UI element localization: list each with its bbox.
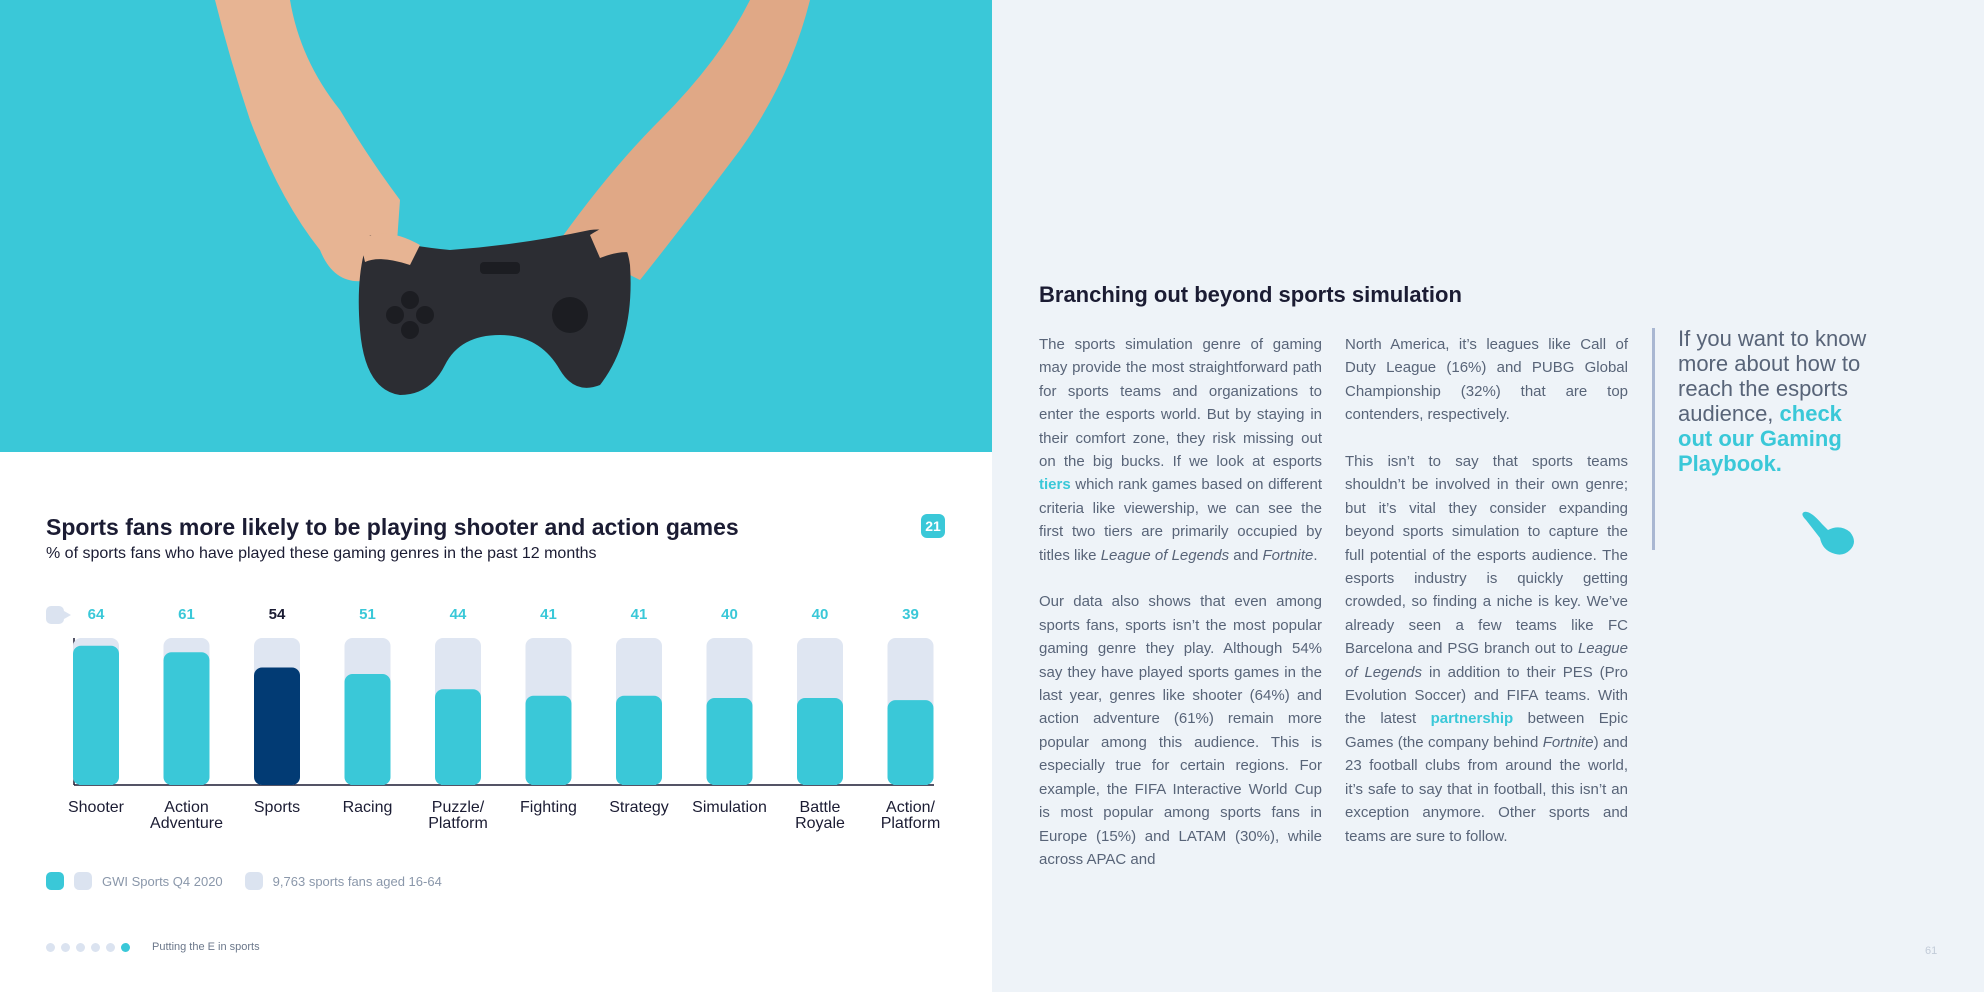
callout-divider (1652, 328, 1655, 550)
footer-section-title: Putting the E in sports (152, 941, 260, 953)
category-label: Simulation (692, 799, 767, 816)
legend-base: 9,763 sports fans aged 16-64 (272, 873, 442, 889)
data-label: 40 (812, 606, 829, 623)
tiers-link[interactable]: tiers (1039, 476, 1071, 494)
text: in addition to their PES (Pro Evolution … (1345, 663, 1629, 728)
data-label: 39 (902, 606, 919, 623)
page-number: 61 (1925, 945, 1938, 957)
callout-text: If you want to know more about how to re… (1678, 326, 1867, 426)
category-label: Platform (881, 815, 941, 832)
article-column-1: The sports simulation genre of gaming ma… (1039, 333, 1322, 895)
italic-title: League of Legends (1345, 640, 1628, 681)
data-label: 40 (721, 606, 738, 623)
pointing-hand-icon (1802, 511, 1854, 555)
footer: Putting the E in sports (46, 941, 260, 953)
paragraph: The sports simulation genre of gaming ma… (1039, 333, 1322, 567)
right-page (992, 0, 1984, 992)
category-label: Shooter (68, 799, 125, 816)
bar (163, 652, 210, 785)
bar (525, 695, 572, 785)
bar (73, 645, 119, 785)
legend-people-icon (244, 872, 263, 890)
italic-title: League of Legends (1100, 546, 1230, 564)
percent-tag-icon (46, 606, 71, 624)
text: . (1313, 546, 1318, 564)
text: This isn’t to say that sports teams shou… (1345, 453, 1628, 658)
category-label: Action (164, 799, 208, 816)
category-label: Sports (254, 799, 300, 816)
hands-controller-illustration (215, 0, 810, 395)
progress-dot (76, 942, 85, 952)
text: The sports simulation genre of gaming ma… (1039, 336, 1322, 471)
paragraph: This isn’t to say that sports teams shou… (1345, 450, 1628, 848)
data-label: 44 (450, 606, 467, 623)
text: between Epic Games (the company behind (1345, 710, 1628, 751)
text: which rank games based on different crit… (1039, 476, 1322, 564)
bar (616, 695, 662, 785)
chart-legend: GWI Sports Q4 2020 9,763 sports fans age… (46, 872, 442, 890)
progress-dot (91, 942, 100, 952)
category-label: Fighting (520, 799, 577, 816)
progress-dot (46, 942, 55, 952)
category-label: Battle (800, 799, 841, 816)
progress-dot-active (121, 942, 130, 952)
data-label: 41 (631, 606, 648, 623)
bar (706, 697, 753, 785)
legend-source: GWI Sports Q4 2020 (102, 873, 223, 889)
category-label: Strategy (609, 799, 669, 816)
progress-dot (106, 942, 115, 952)
data-label: 41 (540, 606, 557, 623)
category-label: Platform (428, 815, 488, 832)
category-label: Puzzle/ (432, 799, 485, 816)
data-label: 54 (269, 606, 286, 623)
text: ) and 23 football clubs from around the … (1345, 733, 1628, 845)
legend-accent-icon (46, 872, 64, 890)
article-title: Branching out beyond sports simulation (1039, 282, 1462, 307)
paragraph: Our data also shows that even among spor… (1039, 593, 1322, 868)
bar (344, 674, 391, 785)
category-label: Racing (343, 799, 393, 816)
italic-title: Fortnite (1262, 546, 1314, 564)
gaming-playbook-link[interactable]: check out our Gaming Playbook. (1678, 401, 1842, 476)
chart-subtitle: % of sports fans who have played these g… (46, 545, 597, 562)
category-label: Action/ (886, 799, 935, 816)
data-label: 64 (88, 606, 105, 623)
bar (797, 697, 843, 785)
article-column-2: North America, it’s leagues like Call of… (1345, 333, 1628, 871)
partnership-link[interactable]: partnership (1430, 710, 1514, 728)
legend-globe-icon (74, 872, 92, 890)
left-page: Sports fans more likely to be playing sh… (0, 0, 992, 953)
hero-photo (0, 0, 992, 452)
callout: If you want to know more about how to re… (1678, 326, 1868, 476)
chart-title: Sports fans more likely to be playing sh… (46, 514, 739, 540)
italic-title: Fortnite (1542, 733, 1594, 751)
paragraph: North America, it’s leagues like Call of… (1345, 336, 1628, 424)
data-label: 61 (178, 606, 195, 623)
category-label: Royale (795, 815, 845, 832)
progress-dot (61, 942, 70, 952)
category-label: Adventure (150, 815, 223, 832)
bar (254, 667, 300, 785)
bar (887, 700, 934, 785)
chart-number-badge: 21 (921, 514, 945, 538)
bar (435, 689, 481, 785)
data-label: 51 (359, 606, 376, 623)
text: and (1229, 546, 1263, 564)
